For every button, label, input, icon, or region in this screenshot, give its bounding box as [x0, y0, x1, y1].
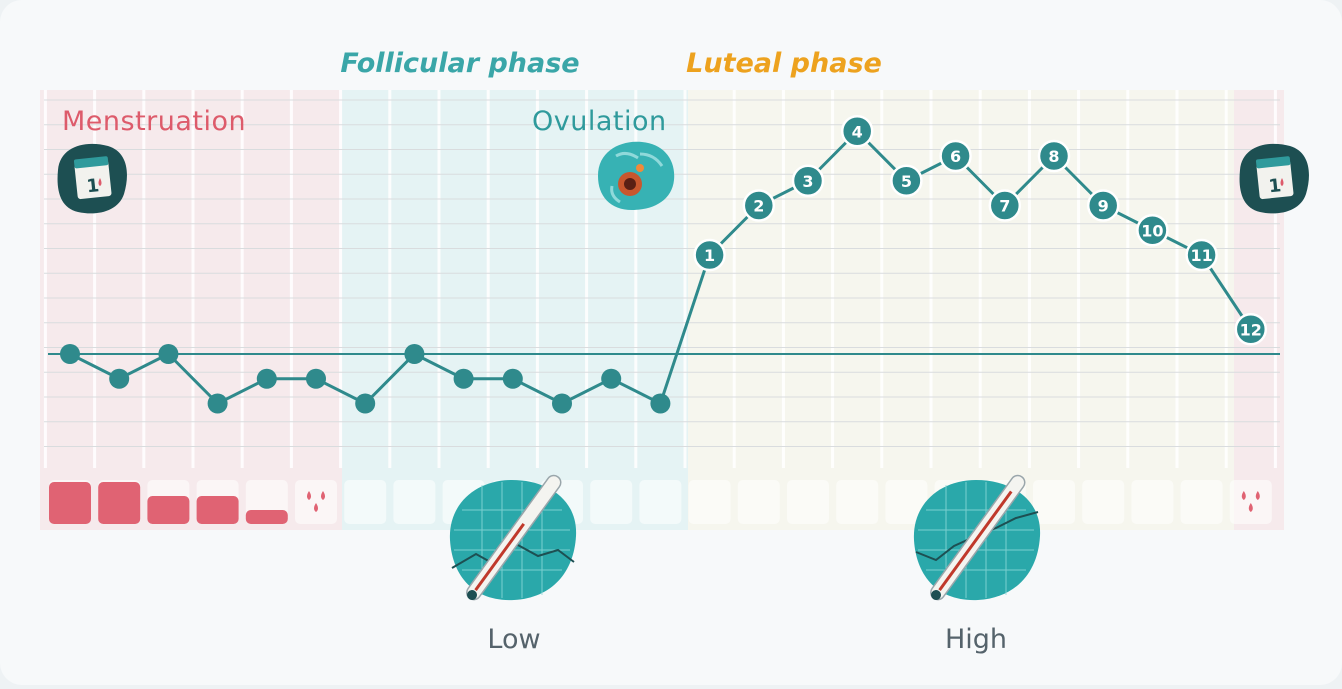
- temperature-point-numbered: [1086, 189, 1120, 222]
- flow-bar: [147, 496, 190, 524]
- temperature-point: [404, 344, 425, 364]
- temperature-point: [306, 368, 326, 389]
- point-number-label: 3: [802, 172, 813, 191]
- point-number-label: 6: [950, 147, 961, 166]
- flow-cell: [885, 480, 928, 524]
- temperature-point-numbered: [1136, 214, 1169, 247]
- flow-bar: [98, 482, 141, 524]
- flow-cell: [295, 480, 337, 524]
- flow-bar: [245, 510, 288, 524]
- svg-text:1: 1: [1268, 175, 1283, 197]
- temperature-point-numbered: [1185, 238, 1218, 272]
- flow-cell: [1229, 480, 1272, 524]
- thermometer-icon: [913, 474, 1041, 601]
- temperature-point-numbered: [988, 189, 1022, 222]
- temperature-point: [355, 393, 376, 414]
- flow-cell: [737, 480, 780, 524]
- temperature-point-numbered: [693, 238, 726, 272]
- calendar-icon: 1: [1239, 143, 1309, 214]
- ovulation-label: Ovulation: [532, 106, 667, 137]
- temperature-point-numbered: [742, 189, 776, 222]
- point-number-label: 7: [999, 197, 1010, 216]
- follicular-phase-title: Follicular phase: [340, 48, 579, 79]
- temperature-point: [207, 393, 228, 414]
- ovulation-icon: [598, 141, 675, 210]
- flow-bar: [49, 482, 91, 524]
- low-temperature-label: Low: [487, 624, 540, 655]
- flow-cell: [344, 480, 387, 524]
- temperature-point: [650, 393, 671, 414]
- temperature-point-numbered: [890, 164, 923, 197]
- flow-cell: [590, 480, 633, 524]
- point-number-label: 2: [753, 197, 764, 216]
- temperature-point: [601, 368, 622, 389]
- point-number-label: 4: [852, 122, 863, 141]
- temperature-point: [453, 368, 474, 389]
- drop: [1241, 491, 1246, 500]
- drop: [1248, 503, 1253, 512]
- point-number-label: 11: [1190, 246, 1212, 265]
- point-number-label: 1: [704, 246, 715, 265]
- temperature-point-numbered: [791, 164, 825, 197]
- spotting-drops-icon: [307, 491, 325, 512]
- temperature-point: [552, 393, 572, 414]
- flow-cell: [787, 480, 829, 524]
- flow-cell: [1131, 480, 1174, 524]
- temperature-point: [502, 368, 523, 389]
- point-number-label: 8: [1048, 147, 1059, 166]
- thermometer-icon: [449, 474, 577, 601]
- luteal-phase-title: Luteal phase: [686, 48, 882, 79]
- svg-text:1: 1: [86, 175, 101, 197]
- drop: [307, 491, 311, 500]
- flow-cell: [836, 480, 879, 524]
- calendar-icon: 1: [57, 143, 127, 214]
- temperature-point: [158, 344, 179, 364]
- temperature-point-numbered: [1037, 139, 1071, 173]
- flow-cell: [1082, 480, 1125, 524]
- drop: [314, 503, 318, 512]
- temperature-point: [256, 368, 277, 389]
- temperature-point-numbered: [939, 139, 972, 173]
- flow-cell: [1180, 480, 1223, 524]
- flow-cell: [393, 480, 436, 524]
- temperature-point: [60, 344, 80, 364]
- flow-cell: [688, 480, 731, 524]
- temperature-point-numbered: [1234, 313, 1268, 346]
- flow-bar: [196, 496, 239, 524]
- flow-bars: [49, 480, 1272, 524]
- point-number-label: 10: [1141, 221, 1163, 240]
- point-number-label: 12: [1240, 320, 1262, 339]
- point-number-label: 5: [901, 172, 912, 191]
- temperature-point-numbered: [840, 115, 874, 148]
- flow-cell: [639, 480, 682, 524]
- drop: [1255, 491, 1260, 500]
- temperature-point: [109, 368, 130, 389]
- high-temperature-label: High: [945, 624, 1007, 655]
- menstruation-label: Menstruation: [62, 106, 246, 137]
- point-number-label: 9: [1098, 197, 1109, 216]
- spotting-drops-icon: [1241, 491, 1260, 512]
- flow-cell: [1033, 480, 1075, 524]
- drop: [321, 491, 325, 500]
